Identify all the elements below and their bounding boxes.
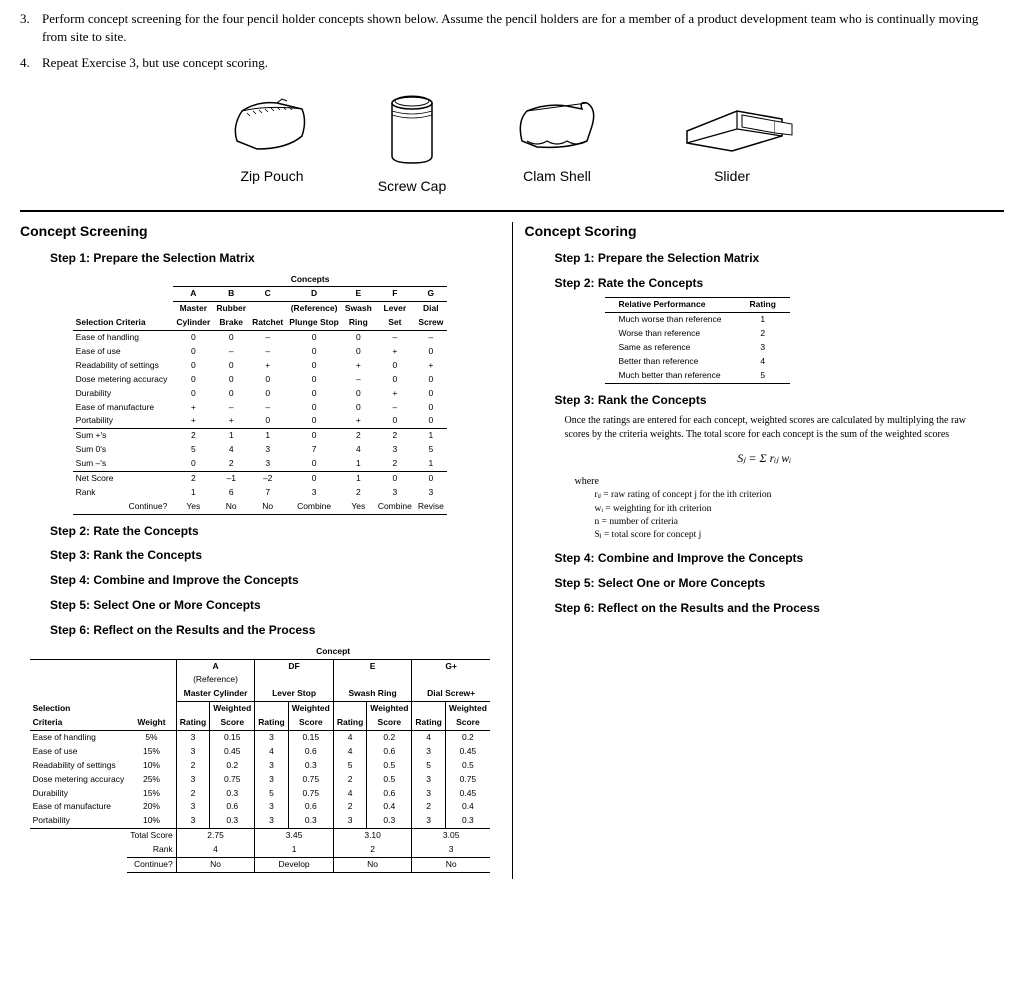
screening-step6: Step 6: Reflect on the Results and the P…: [50, 622, 500, 639]
zip-pouch-icon: [227, 91, 317, 161]
rating-scale-table: Relative PerformanceRatingMuch worse tha…: [605, 297, 790, 383]
problem-4-text: Repeat Exercise 3, but use concept scori…: [42, 54, 1004, 72]
scoring-step4: Step 4: Combine and Improve the Concepts: [555, 550, 1005, 567]
divider: [20, 210, 1004, 212]
concept-scoring-title: Concept Scoring: [525, 222, 1005, 242]
screw-cap-icon: [377, 91, 447, 171]
def-rij: rᵢⱼ = raw rating of concept j for the it…: [595, 489, 1005, 502]
sketches-row: Zip Pouch Screw Cap Clam Shell Slider: [20, 91, 1004, 197]
scoring-step3: Step 3: Rank the Concepts: [555, 392, 1005, 409]
problem-3-num: 3.: [20, 10, 42, 46]
problem-3-text: Perform concept screening for the four p…: [42, 10, 1004, 46]
screening-step2: Step 2: Rate the Concepts: [50, 523, 500, 540]
sketch-clam-shell: Clam Shell: [507, 91, 607, 197]
screening-step3: Step 3: Rank the Concepts: [50, 547, 500, 564]
sketch-zip-pouch: Zip Pouch: [227, 91, 317, 197]
def-sj: Sⱼ = total score for concept j: [595, 529, 1005, 542]
sketch-label: Screw Cap: [377, 177, 447, 197]
concept-screening-title: Concept Screening: [20, 222, 500, 242]
right-column: Concept Scoring Step 1: Prepare the Sele…: [513, 222, 1005, 879]
problem-4: 4. Repeat Exercise 3, but use concept sc…: [20, 54, 1004, 72]
sketch-screw-cap: Screw Cap: [377, 91, 447, 197]
problem-3: 3. Perform concept screening for the fou…: [20, 10, 1004, 46]
where-label: where: [575, 475, 1005, 489]
problem-4-num: 4.: [20, 54, 42, 72]
sketch-label: Clam Shell: [507, 167, 607, 187]
scoring-step2: Step 2: Rate the Concepts: [555, 275, 1005, 292]
clam-shell-icon: [507, 91, 607, 161]
slider-icon: [667, 91, 797, 161]
weighted-score-note: Once the ratings are entered for each co…: [565, 414, 985, 442]
two-column-layout: Concept Screening Step 1: Prepare the Se…: [20, 222, 1004, 879]
left-column: Concept Screening Step 1: Prepare the Se…: [20, 222, 513, 879]
formula: Sⱼ = Σ rᵢⱼ wᵢ: [525, 450, 1005, 467]
sketch-label: Slider: [667, 167, 797, 187]
scoring-step1: Step 1: Prepare the Selection Matrix: [555, 250, 1005, 267]
screening-step1: Step 1: Prepare the Selection Matrix: [50, 250, 500, 267]
screening-step5: Step 5: Select One or More Concepts: [50, 597, 500, 614]
screening-step4: Step 4: Combine and Improve the Concepts: [50, 572, 500, 589]
scoring-matrix-table: ConceptADFEG+(Reference)Master CylinderL…: [30, 645, 490, 873]
sketch-slider: Slider: [667, 91, 797, 197]
def-wi: wᵢ = weighting for ith criterion: [595, 503, 1005, 516]
scoring-step6: Step 6: Reflect on the Results and the P…: [555, 600, 1005, 617]
scoring-step5: Step 5: Select One or More Concepts: [555, 575, 1005, 592]
where-defs: rᵢⱼ = raw rating of concept j for the it…: [575, 489, 1005, 542]
def-n: n = number of criteria: [595, 516, 1005, 529]
sketch-label: Zip Pouch: [227, 167, 317, 187]
screening-matrix-table: ConceptsABCDEFGMasterRubber(Reference)Sw…: [73, 273, 447, 515]
